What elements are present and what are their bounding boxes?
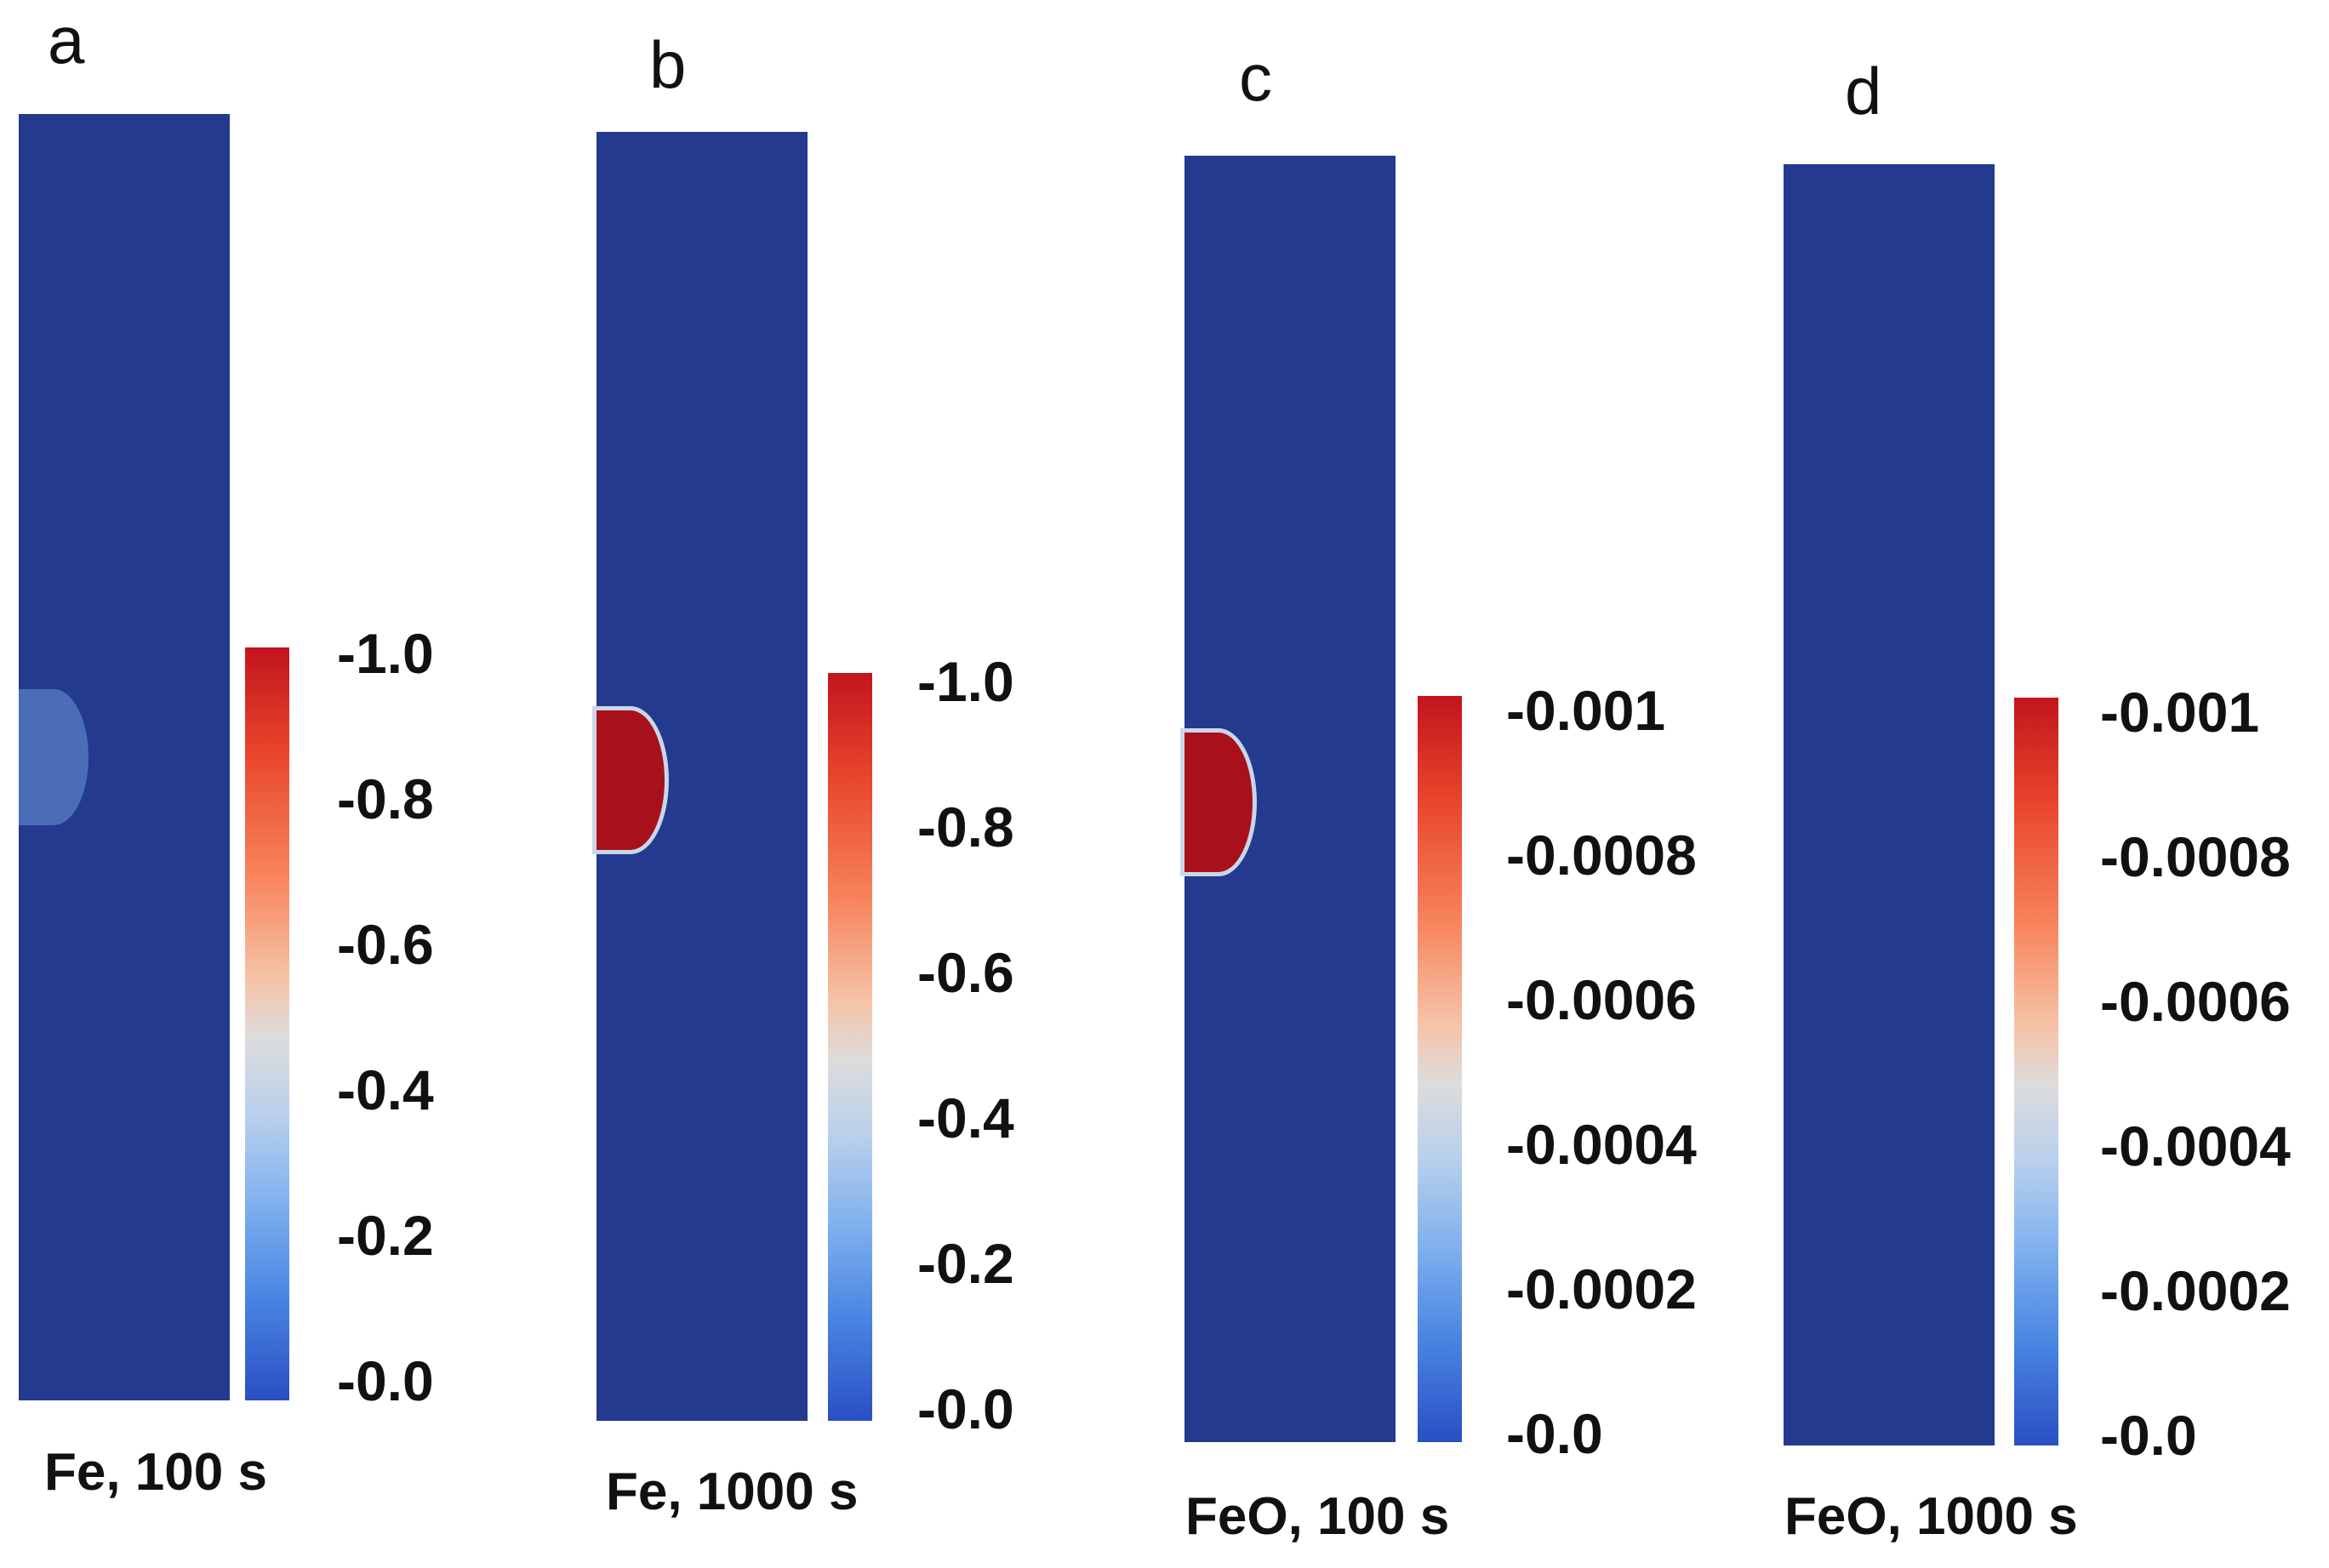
colorbar-tick-label: -0.0008	[1506, 824, 1697, 887]
colorbar-tick-label: -0.0006	[2100, 970, 2291, 1033]
panel-caption: FeO, 100 s	[1185, 1487, 1450, 1546]
colorbar-tick-label: -0.0008	[2100, 825, 2291, 888]
colorbar	[1418, 696, 1462, 1442]
colorbar-tick-label: -0.4	[917, 1086, 1014, 1149]
colorbar-tick-label: -0.6	[337, 913, 434, 976]
simulation-domain	[597, 132, 808, 1421]
colorbar-tick-label: -0.6	[917, 941, 1014, 1004]
colorbar-tick-label: -0.2	[917, 1232, 1014, 1295]
panel-caption: Fe, 100 s	[44, 1443, 267, 1502]
panel-label: c	[1239, 40, 1272, 115]
panel-label: a	[48, 3, 85, 77]
inclusion-region	[1184, 733, 1253, 872]
inclusion-region	[19, 689, 88, 825]
simulation-domain	[1184, 156, 1396, 1442]
colorbar-tick-label: -0.4	[337, 1058, 434, 1121]
colorbar-tick-label: -0.0002	[1506, 1257, 1697, 1320]
panel-label: b	[649, 27, 687, 102]
colorbar-tick-label: -0.8	[917, 795, 1014, 858]
colorbar-tick-label: -0.0006	[1506, 968, 1697, 1031]
colorbar	[828, 673, 872, 1421]
colorbar-tick-label: -0.001	[1506, 679, 1666, 742]
simulation-domain	[19, 114, 230, 1400]
colorbar-tick-label: -0.0002	[2100, 1259, 2291, 1322]
colorbar-tick-label: -1.0	[917, 650, 1014, 713]
colorbar-tick-label: -0.0	[917, 1377, 1014, 1440]
colorbar-tick-label: -0.8	[337, 767, 434, 830]
simulation-domain	[1784, 164, 1995, 1445]
colorbar-tick-label: -1.0	[337, 622, 434, 685]
colorbar-tick-label: -0.0004	[2100, 1115, 2291, 1177]
colorbar	[245, 647, 289, 1400]
colorbar-tick-label: -0.0	[2100, 1404, 2197, 1467]
colorbar-tick-label: -0.0	[1506, 1402, 1603, 1465]
colorbar-tick-label: -0.0	[337, 1349, 434, 1412]
colorbar	[2014, 698, 2058, 1445]
colorbar-tick-label: -0.001	[2100, 681, 2260, 744]
panel-caption: Fe, 1000 s	[606, 1463, 859, 1521]
panel-caption: FeO, 1000 s	[1784, 1487, 2078, 1546]
inclusion-region	[597, 710, 665, 850]
colorbar-tick-label: -0.2	[337, 1204, 434, 1267]
colorbar-tick-label: -0.0004	[1506, 1113, 1697, 1176]
panel-label: d	[1845, 54, 1882, 128]
